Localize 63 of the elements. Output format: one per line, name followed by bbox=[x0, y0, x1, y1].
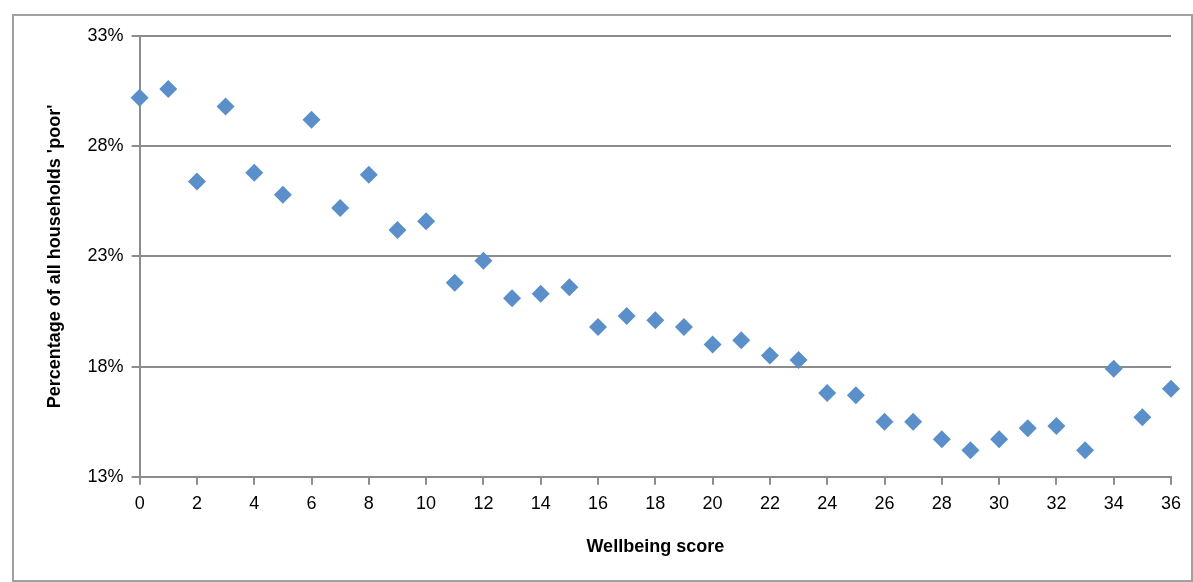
x-tick-label: 2 bbox=[191, 492, 202, 513]
point bbox=[1133, 408, 1152, 427]
x-tick-label: 4 bbox=[249, 492, 260, 513]
point bbox=[359, 165, 378, 184]
point bbox=[531, 284, 550, 303]
point bbox=[875, 412, 894, 431]
x-tick-label: 24 bbox=[817, 492, 838, 513]
point bbox=[245, 163, 264, 182]
y-tick-label: 13% bbox=[87, 465, 124, 486]
x-tick-label: 30 bbox=[989, 492, 1010, 513]
x-tick-label: 10 bbox=[416, 492, 437, 513]
point bbox=[1076, 441, 1095, 460]
point bbox=[474, 251, 493, 270]
x-tick-label: 22 bbox=[759, 492, 780, 513]
point bbox=[187, 172, 206, 191]
point bbox=[302, 110, 321, 129]
point bbox=[760, 346, 779, 365]
x-tick-label: 8 bbox=[363, 492, 374, 513]
y-tick-label: 23% bbox=[87, 245, 124, 266]
point bbox=[417, 212, 436, 231]
x-tick-label: 6 bbox=[306, 492, 317, 513]
x-tick-label: 16 bbox=[588, 492, 609, 513]
point bbox=[961, 441, 980, 460]
point bbox=[617, 306, 636, 325]
point bbox=[646, 311, 665, 330]
y-tick-label: 18% bbox=[87, 355, 124, 376]
point bbox=[445, 273, 464, 292]
x-tick-label: 12 bbox=[473, 492, 494, 513]
point bbox=[1047, 417, 1066, 436]
x-tick-label: 0 bbox=[134, 492, 145, 513]
point bbox=[818, 384, 837, 403]
x-tick-label: 14 bbox=[530, 492, 551, 513]
point bbox=[674, 317, 693, 336]
point bbox=[130, 88, 149, 107]
x-tick-label: 18 bbox=[645, 492, 666, 513]
point bbox=[932, 430, 951, 449]
point bbox=[159, 79, 178, 98]
x-tick-label: 36 bbox=[1160, 492, 1182, 513]
point bbox=[503, 289, 522, 308]
point bbox=[589, 317, 608, 336]
x-tick-label: 20 bbox=[702, 492, 723, 513]
x-tick-label: 34 bbox=[1103, 492, 1124, 513]
y-tick-label: 28% bbox=[87, 135, 124, 156]
point bbox=[904, 412, 923, 431]
point bbox=[1018, 419, 1037, 438]
point bbox=[789, 350, 808, 369]
x-tick-label: 26 bbox=[874, 492, 895, 513]
point bbox=[1162, 379, 1180, 398]
point bbox=[703, 335, 722, 354]
point bbox=[990, 430, 1009, 449]
x-tick-label: 32 bbox=[1046, 492, 1067, 513]
x-axis-title: Wellbeing score bbox=[586, 536, 725, 557]
x-tick-label: 28 bbox=[931, 492, 952, 513]
point bbox=[331, 198, 350, 217]
y-tick-label: 33% bbox=[87, 24, 124, 45]
point bbox=[388, 220, 407, 239]
point bbox=[216, 97, 235, 116]
point bbox=[1104, 359, 1123, 378]
point bbox=[560, 278, 579, 297]
point bbox=[732, 331, 751, 350]
point bbox=[846, 386, 865, 405]
point bbox=[273, 185, 292, 204]
y-axis-title: Percentage of all households 'poor' bbox=[43, 104, 64, 409]
